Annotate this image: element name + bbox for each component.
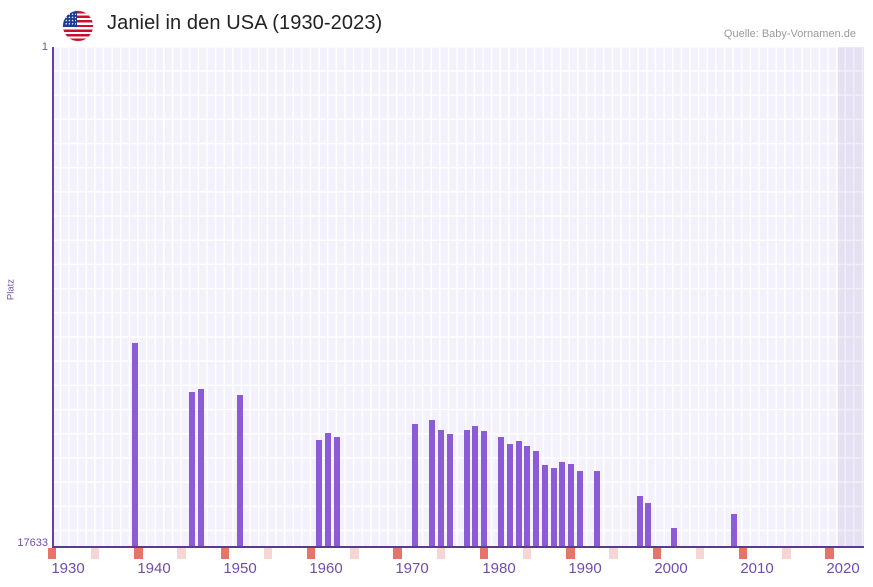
bar[interactable] [447,434,454,547]
bar[interactable] [577,471,584,547]
bar[interactable] [507,444,514,547]
x-tick-mark-minor [782,548,791,559]
chart-header: Janiel in den USA (1930-2023) Quelle: Ba… [0,0,873,45]
x-tick-mark-major [479,548,489,559]
bar[interactable] [316,440,323,547]
bar[interactable] [189,392,196,547]
bar[interactable] [594,471,601,547]
bar[interactable] [237,395,244,547]
bar[interactable] [524,446,531,547]
bar[interactable] [671,528,678,547]
x-tick-mark-minor [350,548,359,559]
bar[interactable] [132,343,139,547]
page-title: Janiel in den USA (1930-2023) [107,12,383,34]
bar[interactable] [325,433,332,547]
bar[interactable] [516,441,523,547]
x-tick-mark-minor [695,548,705,559]
source-attribution: Quelle: Baby-Vornamen.de [723,28,856,40]
bar[interactable] [645,503,652,547]
x-tick-mark-major [306,548,316,559]
x-axis-tick-label: 1970 [395,560,429,577]
plot-area [52,47,864,547]
usa-flag-icon [63,11,93,41]
x-axis-tick-label: 2010 [740,560,774,577]
x-axis-tick-label: 2020 [826,560,860,577]
bar[interactable] [533,451,540,547]
x-tick-mark-major [393,548,402,559]
x-tick-mark-minor [436,548,446,559]
x-tick-mark-minor [522,548,532,559]
bar[interactable] [412,424,419,547]
grid-lines [52,47,864,547]
bar[interactable] [481,431,488,547]
x-tick-mark-major [47,548,57,559]
bar[interactable] [568,464,575,547]
bar[interactable] [198,389,205,547]
x-tick-mark-minor [90,548,100,559]
x-axis-tick-label: 1960 [309,560,343,577]
y-axis-line [52,47,54,547]
bar[interactable] [438,430,445,547]
x-tick-mark-major [220,548,230,559]
bar[interactable] [429,420,436,547]
x-tick-mark-minor [609,548,618,559]
flag-canton [63,11,77,28]
bars-container [52,47,864,547]
x-axis-tick-label: 1990 [568,560,602,577]
y-axis-bottom-label: 17633 [17,537,48,549]
y-axis-title: Platz [5,278,17,301]
bar[interactable] [472,426,479,547]
bar[interactable] [334,437,341,547]
x-tick-mark-minor [263,548,273,559]
x-tick-mark-major [652,548,662,559]
x-axis-tick-label: 1980 [482,560,516,577]
bar[interactable] [498,437,505,547]
bar[interactable] [731,514,738,547]
y-axis-top-label: 1 [41,41,48,53]
x-axis-line [52,546,864,548]
bar[interactable] [551,468,558,547]
x-axis-tick-label: 2000 [654,560,688,577]
x-tick-mark-minor [177,548,186,559]
x-tick-mark-major [134,548,143,559]
x-axis-tick-label: 1950 [223,560,257,577]
bar[interactable] [464,430,471,547]
x-tick-mark-major [825,548,834,559]
x-axis-tick-label: 1930 [51,560,85,577]
x-axis-tick-label: 1940 [137,560,171,577]
x-tick-mark-major [566,548,575,559]
bar[interactable] [542,465,549,547]
bar[interactable] [637,496,644,547]
x-tick-mark-major [738,548,748,559]
bar[interactable] [559,462,566,547]
